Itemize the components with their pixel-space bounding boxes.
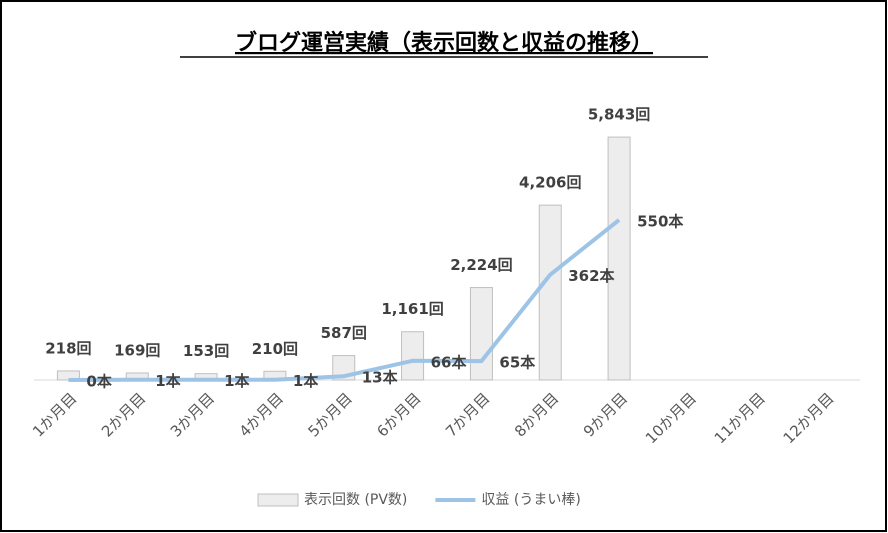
line-value-label: 0本	[86, 373, 111, 391]
line-value-label: 13本	[362, 369, 398, 387]
line-value-label: 1本	[224, 372, 249, 390]
bar	[469, 287, 493, 381]
bar	[538, 204, 562, 381]
legend-swatch	[257, 493, 299, 507]
line-value-label: 1本	[293, 372, 318, 390]
bar-value-label: 4,206回	[519, 174, 581, 192]
line-value-label: 362本	[568, 267, 614, 285]
chart-title: ブログ運営実績（表示回数と収益の推移）	[235, 30, 653, 56]
line-value-label: 65本	[499, 354, 535, 372]
bar-value-label: 2,224回	[450, 256, 512, 274]
line	[68, 218, 621, 382]
line-value-label: 550本	[637, 212, 683, 230]
line-value-label: 1本	[155, 372, 180, 390]
bar	[401, 331, 425, 381]
bar-value-label: 587回	[321, 324, 367, 342]
bar-value-label: 210回	[252, 340, 298, 358]
legend-label: 収益 (うまい棒)	[481, 492, 580, 508]
bar-value-label: 153回	[183, 342, 229, 360]
bar-value-label: 218回	[45, 339, 91, 357]
bar-value-label: 5,843回	[588, 106, 650, 124]
legend-label: 表示回数 (PV数)	[304, 492, 407, 508]
line-value-label: 66本	[431, 353, 467, 371]
bar-value-label: 1,161回	[381, 300, 443, 318]
bar-value-label: 169回	[114, 341, 160, 359]
bar	[607, 136, 631, 381]
